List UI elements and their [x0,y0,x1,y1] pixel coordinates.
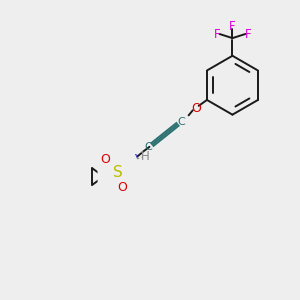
Text: C: C [177,116,185,127]
Text: C: C [145,142,152,152]
Text: N: N [128,153,138,166]
Text: O: O [117,181,127,194]
Text: O: O [191,102,201,115]
Text: F: F [244,28,251,41]
Text: F: F [214,28,220,41]
Text: S: S [113,165,122,180]
Text: O: O [100,153,110,166]
Text: H: H [141,150,150,163]
Text: F: F [229,20,236,33]
